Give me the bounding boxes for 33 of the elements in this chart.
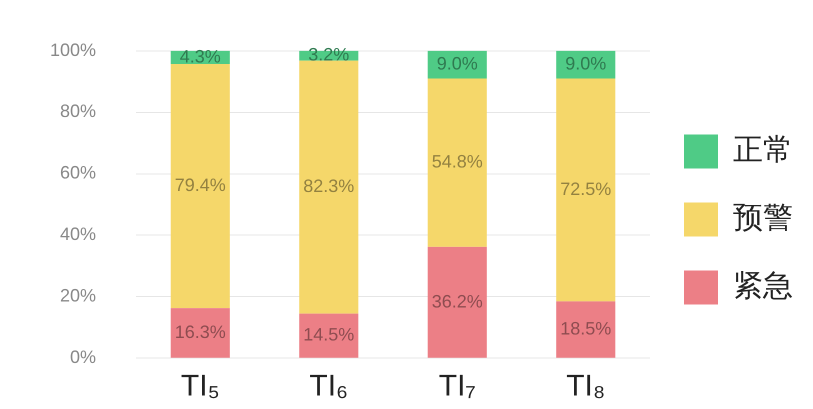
bar: [299, 314, 358, 358]
y-tick-label: 0%: [70, 347, 96, 368]
data-label: 16.3%: [174, 322, 226, 342]
bar: [299, 60, 358, 314]
bar: [170, 308, 230, 358]
legend-label: 紧急: [733, 268, 793, 304]
y-tick-label: 60%: [60, 162, 96, 183]
y-tick-label: 40%: [60, 224, 96, 244]
x-tick-label: TI₅: [180, 369, 220, 402]
data-label: 18.5%: [560, 318, 612, 338]
y-tick-label: 20%: [60, 286, 96, 306]
bar: [556, 78, 616, 302]
data-label: 82.3%: [303, 176, 354, 196]
x-tick-label: TI₇: [438, 369, 476, 402]
x-tick-label: TI₈: [566, 369, 606, 402]
bar: [556, 301, 616, 358]
bar: [170, 64, 230, 308]
data-label: 72.5%: [560, 178, 612, 199]
y-tick-label: 80%: [60, 101, 96, 122]
data-label: 79.4%: [174, 175, 226, 196]
x-tick-label: TI₆: [309, 369, 348, 402]
legend-label: 正常: [733, 132, 793, 168]
data-label: 9.0%: [565, 54, 606, 74]
data-label: 4.3%: [180, 46, 221, 66]
data-label: 3.2%: [308, 44, 350, 65]
bar: [428, 246, 487, 358]
data-label: 14.5%: [303, 324, 354, 345]
y-tick-label: 100%: [50, 40, 96, 60]
data-label: 36.2%: [432, 291, 483, 312]
bar: [428, 78, 487, 247]
data-label: 9.0%: [436, 54, 478, 74]
data-label: 54.8%: [432, 152, 483, 172]
legend-label: 预警: [733, 200, 793, 236]
